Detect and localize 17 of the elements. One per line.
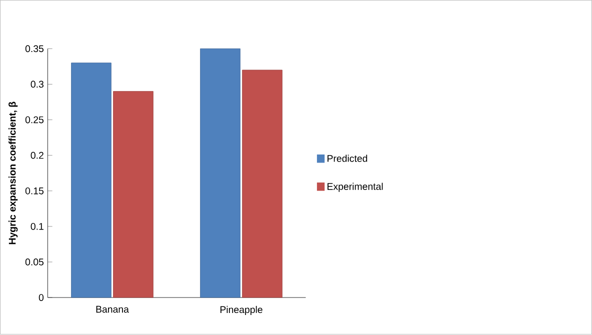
bar: [242, 70, 282, 298]
y-tick-label: 0.05: [25, 258, 44, 266]
y-tick-label: 0.35: [25, 45, 44, 52]
bar: [113, 91, 154, 298]
y-tick-label: 0.3: [30, 81, 44, 88]
bar: [71, 62, 112, 298]
x-tick-label: Banana: [96, 306, 129, 313]
y-tick-label: 0.2: [30, 152, 44, 159]
x-tick-label: Pineapple: [220, 306, 262, 316]
y-tick-label: 0.15: [25, 188, 44, 195]
y-tick-label: 0.1: [30, 223, 44, 230]
y-tick-label: 0: [38, 294, 44, 302]
bar: [200, 48, 240, 298]
y-axis-title: Hygric expansion coefficient, β: [8, 102, 18, 244]
legend-label: Predicted: [328, 154, 368, 162]
y-tick-label: 0.25: [25, 116, 44, 124]
legend-label: Experimental: [328, 183, 383, 192]
